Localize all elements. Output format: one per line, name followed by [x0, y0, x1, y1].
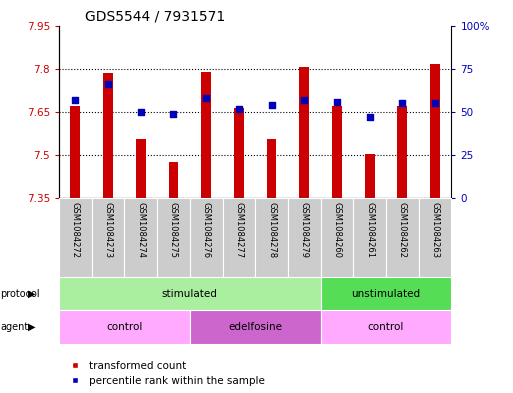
Text: ▶: ▶	[28, 322, 36, 332]
Bar	[103, 73, 113, 198]
Bar	[321, 310, 451, 344]
Bar	[255, 198, 288, 277]
Bar	[59, 198, 92, 277]
Bar	[157, 198, 190, 277]
Bar	[419, 198, 451, 277]
Text: edelfosine: edelfosine	[228, 322, 282, 332]
Point	[235, 105, 243, 112]
Text: GSM1084274: GSM1084274	[136, 202, 145, 257]
Bar	[332, 106, 342, 198]
Bar	[300, 67, 309, 198]
Text: GSM1084276: GSM1084276	[202, 202, 211, 258]
Text: GSM1084275: GSM1084275	[169, 202, 178, 257]
Point	[398, 100, 406, 107]
Text: GSM1084260: GSM1084260	[332, 202, 342, 257]
Bar	[288, 198, 321, 277]
Point	[136, 109, 145, 115]
Legend: transformed count, percentile rank within the sample: transformed count, percentile rank withi…	[64, 361, 265, 386]
Bar	[353, 198, 386, 277]
Text: GSM1084273: GSM1084273	[104, 202, 112, 258]
Text: GSM1084263: GSM1084263	[430, 202, 440, 258]
Text: protocol: protocol	[1, 289, 40, 299]
Point	[104, 81, 112, 88]
Bar	[223, 198, 255, 277]
Bar	[398, 106, 407, 198]
Point	[431, 100, 439, 107]
Point	[267, 102, 275, 108]
Text: GSM1084262: GSM1084262	[398, 202, 407, 257]
Text: control: control	[368, 322, 404, 332]
Point	[300, 97, 308, 103]
Text: control: control	[106, 322, 143, 332]
Text: GDS5544 / 7931571: GDS5544 / 7931571	[85, 9, 225, 24]
Bar	[169, 162, 179, 198]
Bar	[365, 154, 374, 198]
Text: GSM1084272: GSM1084272	[71, 202, 80, 257]
Text: ▶: ▶	[28, 289, 36, 299]
Text: GSM1084277: GSM1084277	[234, 202, 243, 258]
Bar	[70, 106, 80, 198]
Text: GSM1084278: GSM1084278	[267, 202, 276, 258]
Bar	[124, 198, 157, 277]
Bar	[234, 108, 244, 198]
Text: stimulated: stimulated	[162, 289, 218, 299]
Bar	[201, 72, 211, 198]
Bar	[321, 277, 451, 310]
Bar	[92, 198, 125, 277]
Bar	[321, 198, 353, 277]
Text: GSM1084279: GSM1084279	[300, 202, 309, 257]
Bar	[430, 64, 440, 198]
Bar	[190, 198, 223, 277]
Bar	[267, 140, 277, 198]
Bar	[59, 277, 321, 310]
Text: unstimulated: unstimulated	[351, 289, 421, 299]
Text: GSM1084261: GSM1084261	[365, 202, 374, 257]
Point	[71, 97, 80, 103]
Point	[333, 99, 341, 105]
Bar	[59, 310, 190, 344]
Bar	[386, 198, 419, 277]
Point	[169, 110, 177, 117]
Bar	[190, 310, 321, 344]
Point	[366, 114, 374, 120]
Bar	[136, 140, 146, 198]
Text: agent: agent	[1, 322, 29, 332]
Point	[202, 95, 210, 101]
